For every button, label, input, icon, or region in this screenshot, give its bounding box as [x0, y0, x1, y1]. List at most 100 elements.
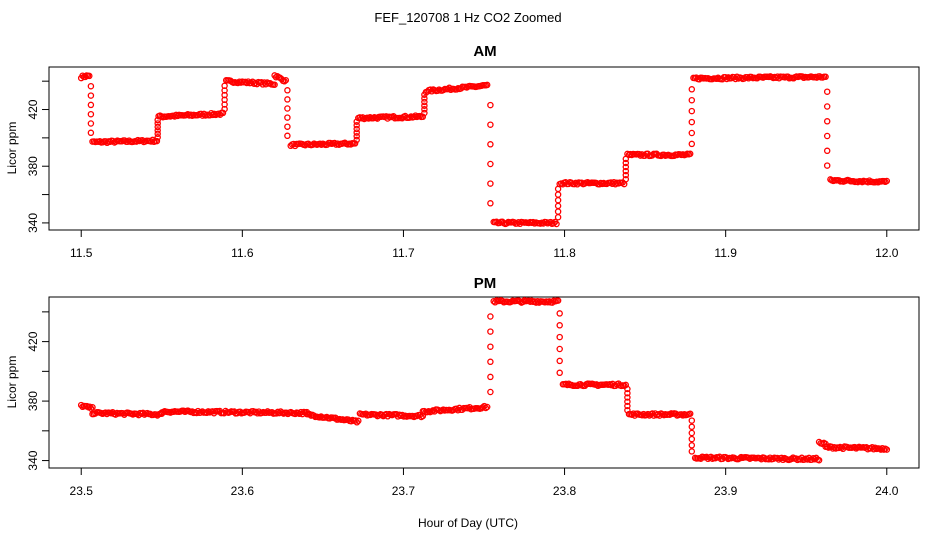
am-transition-point	[622, 175, 630, 183]
am-transition-point	[554, 213, 562, 221]
am-transition-point	[487, 180, 494, 187]
pm-data-point	[355, 417, 362, 425]
am-data-point	[883, 177, 891, 185]
am-data-point	[727, 74, 735, 82]
am-transition-point	[284, 87, 291, 94]
pm-data-point	[534, 298, 541, 305]
am-transition-point	[487, 160, 494, 168]
am-data-point	[199, 112, 206, 119]
am-x-tick-label: 11.9	[714, 246, 737, 260]
pm-data-point	[774, 454, 781, 462]
am-transition-point	[421, 95, 428, 102]
am-data-point	[483, 81, 491, 89]
am-transition-point	[622, 167, 630, 175]
pm-y-axis-label: Licor ppm	[5, 356, 19, 409]
am-data-point	[572, 179, 580, 187]
am-transition-point	[154, 116, 161, 124]
am-transition-point	[87, 129, 95, 137]
am-transition-point	[353, 122, 360, 129]
am-transition-point	[353, 136, 360, 144]
pm-transition-point	[556, 333, 563, 341]
pm-data-point	[291, 410, 299, 418]
pm-data-point	[89, 404, 96, 411]
am-data-point	[553, 220, 560, 228]
am-transition-point	[487, 101, 494, 109]
am-data-point	[282, 76, 290, 84]
pm-panel: PM Licor ppm 23.5 23.6 23.7 23.8 23.9 24.0 34…	[5, 275, 920, 498]
am-transition-point	[87, 101, 95, 109]
am-transition-point	[554, 191, 562, 198]
am-transition-point	[688, 129, 696, 137]
pm-transition-point	[688, 448, 696, 455]
pm-data-point	[353, 419, 361, 426]
am-data-point	[243, 79, 250, 87]
pm-transition-point	[556, 345, 563, 353]
pm-data-point	[139, 409, 147, 417]
am-transition-point	[823, 118, 831, 125]
am-data-point	[503, 220, 511, 227]
am-x-tick-label: 11.8	[553, 246, 576, 260]
am-transition-point	[87, 120, 95, 127]
am-transition-point	[688, 86, 696, 93]
am-transition-point	[353, 118, 360, 125]
am-y-tick-label: 340	[26, 213, 40, 233]
am-transition-point	[688, 107, 696, 115]
am-data-point	[578, 179, 585, 186]
pm-data-point	[264, 408, 271, 415]
am-data-point	[102, 138, 109, 145]
am-transition-point	[421, 102, 428, 109]
pm-x-tick-label: 23.9	[714, 484, 738, 498]
pm-transition-point	[556, 322, 563, 329]
am-transition-point	[823, 88, 831, 95]
am-transition-point	[622, 163, 630, 171]
am-data-point	[109, 137, 117, 145]
am-data-point	[412, 112, 419, 119]
chart-title: FEF_120708 1 Hz CO2 Zoomed	[374, 10, 561, 25]
pm-transition-point	[487, 328, 494, 335]
pm-data-point	[564, 381, 571, 389]
pm-data-point	[686, 410, 694, 417]
pm-data-point	[103, 410, 111, 418]
pm-x-ticks: 23.5 23.6 23.7 23.8 23.9 24.0	[70, 468, 899, 498]
am-transition-point	[421, 106, 428, 113]
am-y-tick-label: 380	[26, 156, 40, 176]
am-transition-point	[554, 202, 562, 210]
am-data-point	[365, 115, 372, 122]
pm-x-tick-label: 23.6	[231, 484, 255, 498]
am-data-point	[774, 73, 781, 80]
pm-transition-point	[688, 423, 696, 431]
x-axis-label: Hour of Day (UTC)	[418, 516, 518, 530]
am-data-point	[359, 114, 366, 121]
pm-y-ticks: 340 380 420	[26, 311, 49, 471]
pm-data-point	[877, 446, 885, 453]
pm-transition-point	[624, 389, 631, 397]
pm-data-point	[479, 404, 487, 411]
am-transition-point	[284, 114, 291, 121]
am-y-tick-label: 420	[26, 99, 40, 119]
pm-data-point	[499, 297, 506, 305]
pm-transition-point	[688, 435, 696, 443]
pm-x-tick-label: 24.0	[875, 484, 899, 498]
am-data-point	[686, 150, 694, 158]
am-data-point	[540, 220, 547, 227]
am-transition-point	[87, 110, 95, 118]
pm-data-point	[640, 410, 647, 418]
am-transition-point	[353, 132, 360, 140]
am-transition-point	[554, 185, 562, 193]
am-x-tick-label: 11.5	[70, 246, 93, 260]
am-transition-point	[154, 130, 161, 138]
am-transition-point	[823, 147, 831, 155]
pm-data-point	[274, 408, 282, 416]
am-data-point	[543, 218, 550, 226]
am-transition-point	[154, 127, 161, 134]
am-data-point	[743, 73, 751, 81]
am-transition-point	[554, 196, 562, 204]
am-data-point	[419, 113, 427, 121]
am-transition-point	[823, 103, 831, 110]
pm-data-point	[102, 409, 109, 416]
am-panel: AM Licor ppm 11.5 11.6 11.7 11.8 11.9 12.0 34…	[5, 43, 920, 260]
pm-transition-point	[624, 406, 631, 414]
am-transition-point	[487, 200, 494, 207]
am-data-point	[723, 75, 731, 83]
